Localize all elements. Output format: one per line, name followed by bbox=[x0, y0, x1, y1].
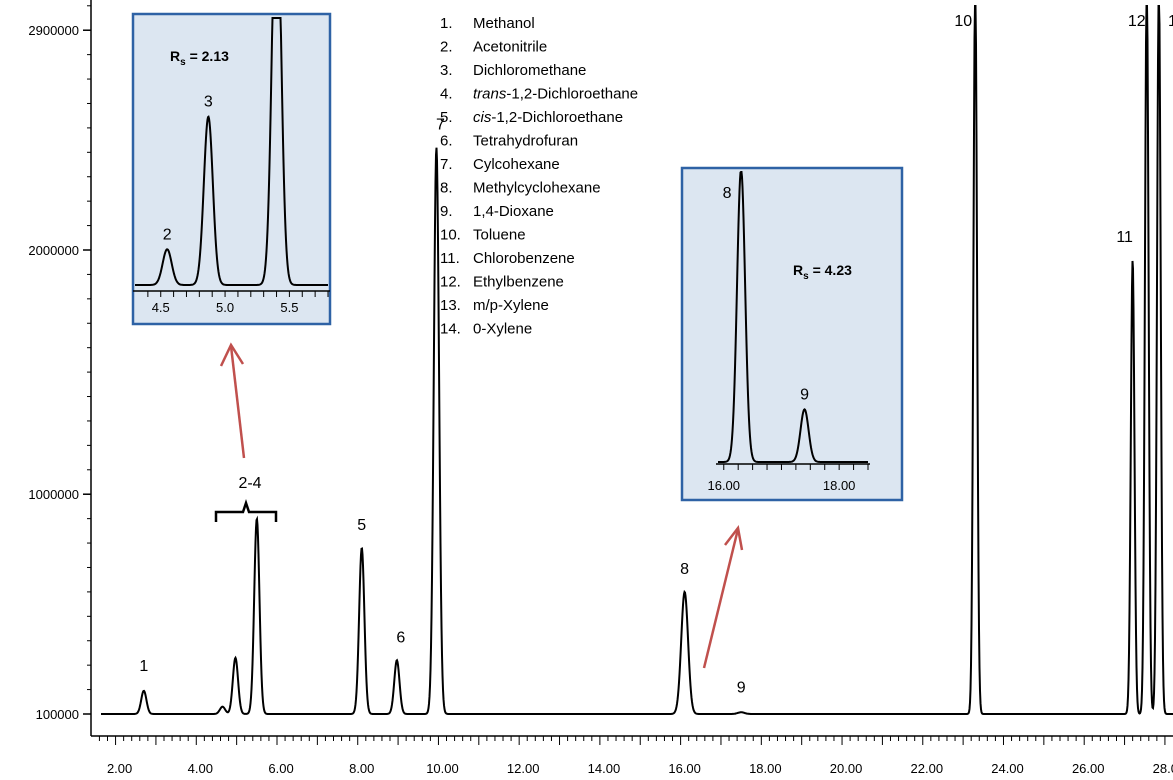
arrow-to-left-inset bbox=[219, 342, 246, 459]
x-tick-label: 14.00 bbox=[588, 761, 621, 776]
inset-right-peak-labels: 89 bbox=[723, 185, 809, 403]
peak-label-6: 6 bbox=[396, 629, 405, 646]
legend-number: 4. bbox=[440, 86, 453, 103]
legend-entry: Chlorobenzene bbox=[473, 250, 575, 267]
legend-entry: trans-1,2-Dichloroethane bbox=[473, 86, 638, 103]
legend-entry: Methylcyclohexane bbox=[473, 180, 601, 197]
x-tick-label: 20.00 bbox=[830, 761, 863, 776]
inset-right: 16.00 18.00 89 Rs = 4.23 bbox=[680, 166, 904, 502]
peak-label-9: 9 bbox=[737, 679, 746, 696]
legend-entry: m/p-Xylene bbox=[473, 297, 549, 314]
peak-labels: 1567891011121314 bbox=[139, 13, 1173, 696]
inset-tick-label: 5.5 bbox=[280, 300, 298, 315]
legend-number: 12. bbox=[440, 274, 461, 291]
inset-peak-label-2: 2 bbox=[163, 226, 172, 243]
legend: 1. Methanol 2. Acetonitrile 3. Dichloromethan… bbox=[440, 15, 638, 338]
x-tick-label: 4.00 bbox=[188, 761, 213, 776]
legend-number: 3. bbox=[440, 62, 453, 79]
x-tick-label: 28.00 bbox=[1153, 761, 1173, 776]
inset-left-box bbox=[131, 12, 332, 326]
legend-number: 7. bbox=[440, 156, 453, 173]
chromatogram-trace bbox=[101, 5, 1173, 715]
legend-number: 6. bbox=[440, 133, 453, 150]
x-tick-label: 10.00 bbox=[426, 761, 459, 776]
legend-entry: Cylcohexane bbox=[473, 156, 560, 173]
inset-tick-label: 5.0 bbox=[216, 300, 234, 315]
x-axis-ticks: 2.00 4.00 6.00 8.00 10.00 12.00 14.00 16.00 18.0… bbox=[98, 736, 1173, 776]
peak-label-13: 13 bbox=[1168, 13, 1173, 30]
y-tick-label: 1000000 bbox=[28, 487, 79, 502]
peak-label-1: 1 bbox=[139, 658, 148, 675]
inset-left-resolution: Rs = 2.13 bbox=[170, 48, 229, 68]
inset-left-ticks: 4.5 5.0 5.5 bbox=[147, 291, 329, 315]
legend-entry: Ethylbenzene bbox=[473, 274, 564, 291]
legend-number: 5. bbox=[440, 109, 453, 126]
inset-right-trace bbox=[718, 171, 868, 463]
y-tick-label: 2900000 bbox=[28, 23, 79, 38]
bracket-2-4 bbox=[214, 499, 278, 522]
x-tick-label: 24.00 bbox=[991, 761, 1024, 776]
annotation-2-4: 2-4 bbox=[238, 475, 261, 492]
legend-number: 13. bbox=[440, 297, 461, 314]
x-tick-label: 18.00 bbox=[749, 761, 782, 776]
x-tick-label: 16.00 bbox=[668, 761, 701, 776]
inset-left: 4.5 5.0 5.5 23 Rs = 2.13 bbox=[131, 12, 332, 326]
x-tick-label: 2.00 bbox=[107, 761, 132, 776]
peak-label-8: 8 bbox=[680, 561, 689, 578]
inset-tick-label: 16.00 bbox=[707, 478, 740, 493]
inset-tick-label: 4.5 bbox=[152, 300, 170, 315]
arrow-to-right-inset bbox=[702, 524, 744, 669]
peak-label-5: 5 bbox=[357, 517, 366, 534]
x-tick-label: 26.00 bbox=[1072, 761, 1105, 776]
inset-peak-label-8: 8 bbox=[723, 185, 732, 202]
x-tick-label: 22.00 bbox=[911, 761, 944, 776]
legend-entry: Tetrahydrofuran bbox=[473, 133, 578, 150]
inset-peak-label-3: 3 bbox=[204, 94, 213, 111]
legend-entry: 1,4-Dioxane bbox=[473, 203, 554, 220]
y-tick-label: 100000 bbox=[36, 707, 79, 722]
legend-number: 1. bbox=[440, 15, 453, 32]
legend-number: 14. bbox=[440, 321, 461, 338]
peak-label-12: 12 bbox=[1128, 13, 1146, 30]
legend-number: 10. bbox=[440, 227, 461, 244]
legend-entry: cis-1,2-Dichloroethane bbox=[473, 109, 623, 126]
x-tick-label: 12.00 bbox=[507, 761, 540, 776]
legend-entry: 0-Xylene bbox=[473, 321, 532, 338]
inset-right-box bbox=[680, 166, 904, 502]
y-tick-label: 2000000 bbox=[28, 243, 79, 258]
legend-number: 11. bbox=[440, 250, 460, 267]
peak-label-7: 7 bbox=[436, 116, 445, 133]
peak-label-10: 10 bbox=[954, 13, 972, 30]
x-tick-label: 6.00 bbox=[268, 761, 293, 776]
peak-label-11: 11 bbox=[1116, 229, 1133, 246]
legend-number: 8. bbox=[440, 180, 453, 197]
inset-right-resolution: Rs = 4.23 bbox=[793, 262, 852, 282]
x-tick-label: 8.00 bbox=[349, 761, 374, 776]
legend-number: 9. bbox=[440, 203, 453, 220]
inset-peak-label-9: 9 bbox=[800, 386, 809, 403]
legend-entry: Acetonitrile bbox=[473, 39, 547, 56]
y-axis-ticks: 100000 1000000 2000000 2900000 bbox=[28, 5, 91, 722]
inset-tick-label: 18.00 bbox=[823, 478, 856, 493]
inset-right-ticks: 16.00 18.00 bbox=[707, 464, 869, 493]
legend-entry: Toluene bbox=[473, 227, 526, 244]
legend-entry: Methanol bbox=[473, 15, 535, 32]
legend-entry: Dichloromethane bbox=[473, 62, 586, 79]
inset-left-peak-labels: 23 bbox=[163, 94, 213, 244]
legend-number: 2. bbox=[440, 39, 453, 56]
inset-left-trace bbox=[135, 17, 328, 286]
